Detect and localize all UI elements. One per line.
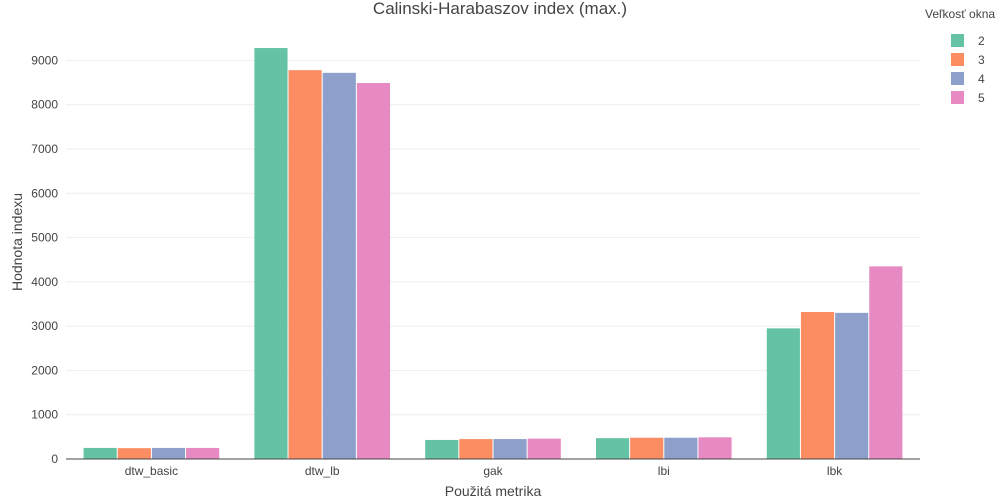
legend-item-label[interactable]: 5 (978, 91, 985, 105)
legend-swatch (951, 34, 964, 47)
legend-title: Veľkosť okna (925, 7, 995, 21)
legend-swatch (951, 91, 964, 104)
bar-dtw_basic-series-4[interactable] (151, 447, 186, 459)
bar-lbk-series-3[interactable] (800, 311, 835, 459)
bar-lbi-series-4[interactable] (664, 437, 698, 459)
x-axis-title: Použitá metrika (445, 483, 542, 499)
bar-lbi-series-5[interactable] (698, 437, 732, 459)
y-tick-label: 4000 (31, 275, 58, 289)
y-tick-label: 1000 (31, 408, 58, 422)
bar-lbi-series-2[interactable] (595, 438, 630, 459)
y-tick-label: 8000 (31, 98, 58, 112)
chart-title: Calinski-Harabaszov index (max.) (373, 0, 627, 18)
bar-gak-series-4[interactable] (493, 439, 527, 459)
legend-item-label[interactable]: 3 (978, 53, 985, 67)
x-tick-label: lbi (658, 464, 670, 478)
bar-lbk-series-2[interactable] (766, 328, 800, 459)
bar-lbk-series-4[interactable] (835, 312, 869, 459)
bar-gak-series-2[interactable] (425, 439, 459, 459)
y-tick-label: 2000 (31, 363, 58, 377)
x-tick-label: dtw_basic (125, 464, 178, 478)
bars (83, 48, 903, 460)
x-tick-label: dtw_lb (305, 464, 340, 478)
gridlines (66, 59, 920, 416)
y-tick-label: 7000 (31, 142, 58, 156)
y-tick-label: 0 (51, 452, 58, 466)
bar-dtw_lb-series-5[interactable] (356, 83, 391, 459)
bar-dtw_lb-series-4[interactable] (322, 72, 356, 459)
bar-dtw_basic-series-5[interactable] (186, 447, 220, 459)
legend[interactable]: Veľkosť okna 2 3 4 5 (925, 7, 995, 105)
bar-dtw_basic-series-3[interactable] (117, 448, 151, 459)
y-tick-label: 9000 (31, 53, 58, 67)
bar-lbk-series-5[interactable] (869, 266, 903, 459)
y-tick-label: 5000 (31, 231, 58, 245)
legend-item-label[interactable]: 4 (978, 72, 985, 86)
y-axis-title: Hodnota indexu (9, 193, 25, 291)
bar-gak-series-5[interactable] (527, 438, 561, 459)
x-tick-label: gak (483, 464, 503, 478)
legend-item-label[interactable]: 2 (978, 34, 985, 48)
legend-swatch (951, 53, 964, 66)
bar-dtw_lb-series-3[interactable] (288, 70, 322, 460)
y-tick-labels: 0 1000 2000 3000 4000 5000 6000 7000 8000 9000 (31, 53, 58, 466)
x-tick-label: lbk (827, 464, 843, 478)
legend-swatch (951, 72, 964, 85)
bar-gak-series-3[interactable] (459, 439, 493, 459)
x-tick-labels: dtw_basic dtw_lb gak lbi lbk (125, 464, 844, 478)
bar-dtw_basic-series-2[interactable] (83, 447, 117, 459)
bar-lbi-series-3[interactable] (630, 437, 664, 459)
y-tick-label: 3000 (31, 319, 58, 333)
bar-dtw_lb-series-2[interactable] (254, 48, 288, 460)
y-tick-label: 6000 (31, 186, 58, 200)
